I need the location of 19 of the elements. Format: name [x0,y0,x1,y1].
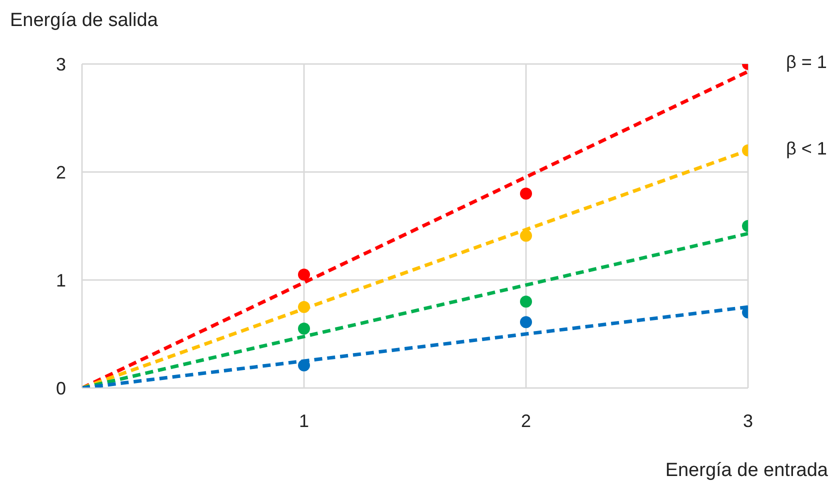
point [298,268,310,281]
point [298,359,310,372]
point [298,301,310,313]
annotation: β < 1 [786,138,827,158]
x-tick-label: 3 [742,410,754,431]
y-tick-label: 3 [56,54,66,74]
y-axis-title: Energía de salida [10,10,158,32]
annotation: β = 1 [786,52,827,72]
x-tick-label: 1 [298,410,310,431]
x-axis-title: Energía de entrada [665,460,828,482]
x-tick-label: 2 [520,410,532,431]
point [520,230,532,242]
point [520,316,532,328]
y-tick-label: 1 [56,270,66,290]
y-tick-label: 2 [56,162,66,182]
y-tick-label: 0 [56,378,66,398]
point [520,296,532,308]
point [520,188,532,200]
point [298,322,310,335]
